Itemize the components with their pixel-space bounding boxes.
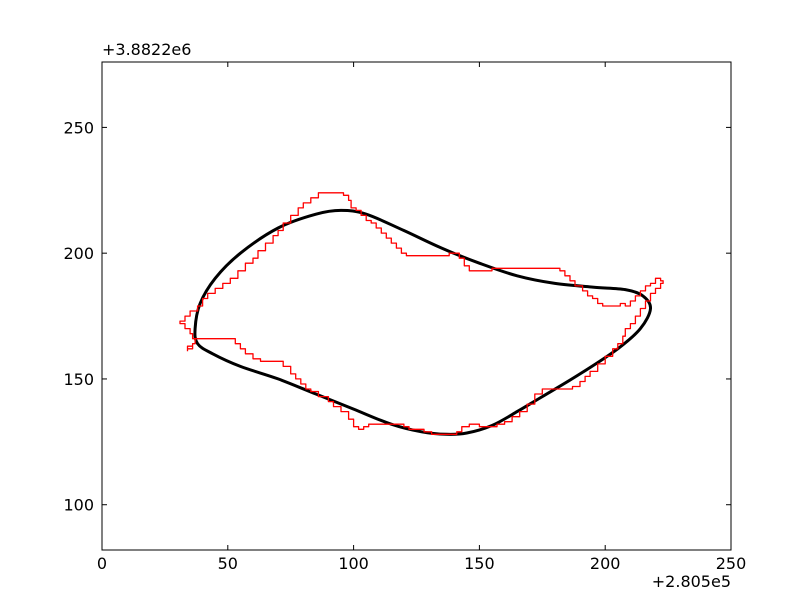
x-tick-label: 200 bbox=[590, 554, 621, 573]
stepped-outline-line bbox=[179, 192, 664, 435]
smooth-contour-line bbox=[193, 208, 653, 436]
plot-area-frame bbox=[101, 61, 732, 551]
series-layer bbox=[179, 192, 664, 436]
y-offset-label: +3.8822e6 bbox=[102, 40, 191, 59]
y-tick-label: 200 bbox=[63, 244, 94, 263]
x-tick-label: 250 bbox=[716, 554, 747, 573]
y-tick-label: 150 bbox=[63, 370, 94, 389]
x-tick-label: 150 bbox=[464, 554, 495, 573]
x-tick-label: 50 bbox=[218, 554, 238, 573]
y-tick-label: 250 bbox=[63, 118, 94, 137]
x-tick-label: 100 bbox=[338, 554, 369, 573]
x-offset-label: +2.805e5 bbox=[652, 572, 731, 591]
plot-area-background bbox=[102, 62, 731, 550]
x-tick-label: 0 bbox=[97, 554, 107, 573]
y-tick-label: 100 bbox=[63, 496, 94, 515]
